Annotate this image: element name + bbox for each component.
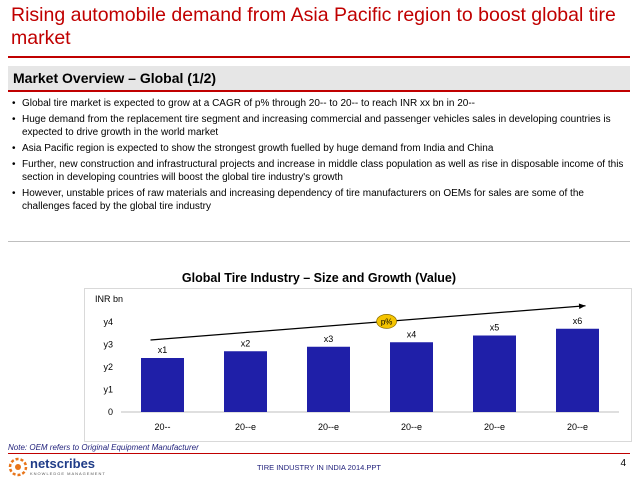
bullet-item: However, unstable prices of raw material… — [12, 187, 628, 213]
bullet-item: Global tire market is expected to grow a… — [12, 97, 628, 110]
bar — [390, 342, 433, 412]
y-tick-label: y4 — [103, 317, 113, 327]
x-tick-label: 20--e — [567, 422, 588, 432]
data-label: x4 — [407, 329, 417, 339]
y-tick-label: y1 — [103, 385, 113, 395]
x-tick-label: 20--e — [318, 422, 339, 432]
bullet-item: Asia Pacific region is expected to show … — [12, 142, 628, 155]
x-tick-label: 20-- — [154, 422, 170, 432]
data-label: x5 — [490, 323, 500, 333]
growth-arrow-line — [150, 305, 586, 341]
data-label: x6 — [573, 316, 583, 326]
y-tick-label: y2 — [103, 362, 113, 372]
y-tick-label: y3 — [103, 340, 113, 350]
bar — [224, 351, 267, 412]
growth-badge-label: p% — [381, 317, 393, 326]
section-subtitle: Market Overview – Global (1/2) — [13, 70, 217, 86]
growth-arrow-head-icon — [578, 303, 586, 309]
x-tick-label: 20--e — [484, 422, 505, 432]
chart-title: Global Tire Industry – Size and Growth (… — [181, 271, 457, 285]
subtitle-band: Market Overview – Global (1/2) — [8, 66, 630, 90]
y-tick-label: 0 — [108, 407, 113, 417]
footnote: Note: OEM refers to Original Equipment M… — [8, 443, 199, 452]
subtitle-rule — [8, 90, 630, 92]
bar — [307, 346, 350, 412]
bullet-list: Global tire market is expected to grow a… — [12, 97, 628, 216]
bar — [141, 358, 184, 412]
x-tick-label: 20--e — [401, 422, 422, 432]
logo-tagline: KNOWLEDGE MANAGEMENT — [30, 471, 106, 476]
x-tick-label: 20--e — [235, 422, 256, 432]
netscribes-logo: netscribes KNOWLEDGE MANAGEMENT — [8, 456, 108, 478]
bar-chart: INR bn 0 y1 y2 y3 y4 x1 20-- x2 20--e x3 20--e x4 20-… — [95, 294, 619, 432]
data-label: x2 — [241, 338, 251, 348]
footer-rule — [8, 453, 630, 454]
title-rule — [8, 56, 630, 58]
page-number: 4 — [620, 458, 626, 469]
bar — [473, 335, 516, 412]
logo-mark-icon — [8, 457, 28, 477]
logo-text: netscribes — [30, 456, 96, 471]
bullet-item: Further, new construction and infrastruc… — [12, 158, 628, 184]
chart-area: INR bn 0 y1 y2 y3 y4 x1 20-- x2 20--e x3 20--e x4 20-… — [84, 288, 632, 442]
divider — [8, 241, 630, 242]
slide-title: Rising automobile demand from Asia Pacif… — [11, 4, 616, 49]
y-axis-label: INR bn — [95, 294, 123, 304]
footer-filename: TIRE INDUSTRY IN INDIA 2014.PPT — [257, 463, 381, 472]
growth-badge — [376, 314, 397, 329]
data-label: x1 — [158, 345, 168, 355]
data-label: x3 — [324, 334, 334, 344]
bar — [556, 328, 599, 412]
bullet-item: Huge demand from the replacement tire se… — [12, 113, 628, 139]
